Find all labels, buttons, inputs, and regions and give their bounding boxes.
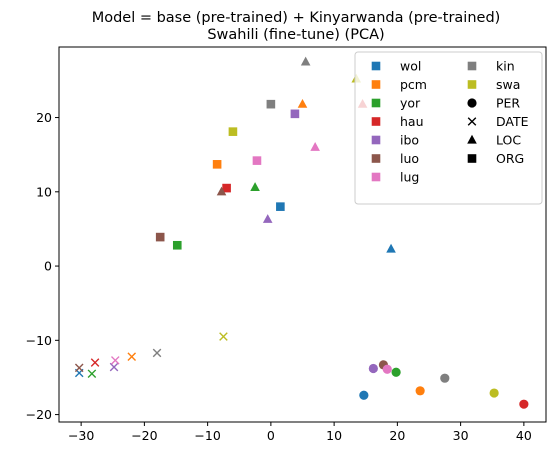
point-yor-date xyxy=(87,369,97,379)
point-luo-loc xyxy=(216,186,227,196)
point-pcm-org xyxy=(212,160,222,169)
point-lug-date xyxy=(110,356,120,365)
legend-marker-date xyxy=(467,117,477,126)
chart-title-line-1: Model = base (pre-trained) + Kinyarwanda… xyxy=(92,10,501,26)
point-ibo-per xyxy=(368,363,378,374)
legend-label-luo: luo xyxy=(400,151,419,166)
legend-marker-luo xyxy=(371,154,381,163)
point-luo-org xyxy=(155,232,165,242)
y-tick-label: −10 xyxy=(26,333,52,348)
point-swa-date xyxy=(219,332,228,341)
x-tick-label: 20 xyxy=(389,428,405,443)
x-tick-label: 10 xyxy=(326,428,342,443)
plot-area-frame xyxy=(58,46,547,423)
x-tick-label: 40 xyxy=(516,428,532,443)
point-pcm-per xyxy=(415,386,425,396)
legend-label-per: PER xyxy=(496,96,520,111)
legend-marker-loc xyxy=(467,134,477,144)
y-tick-label: 0 xyxy=(44,259,52,274)
legend-marker-org xyxy=(467,154,477,163)
point-lug-org xyxy=(252,156,262,165)
legend-label-kin: kin xyxy=(496,59,515,74)
x-tick-label: −30 xyxy=(68,428,94,443)
legend: wol pcm yor hau ibo luo lug kin swa PER DATE LOC ORG xyxy=(354,51,543,205)
legend-marker-kin xyxy=(467,61,477,71)
point-wol-loc xyxy=(386,243,396,253)
x-tick-label: 0 xyxy=(267,428,275,443)
y-tick-label: 20 xyxy=(36,110,52,125)
legend-label-hau: hau xyxy=(400,114,424,129)
legend-label-date: DATE xyxy=(496,114,529,129)
point-pcm-loc xyxy=(297,98,308,108)
point-yor-per xyxy=(391,367,401,377)
point-swa-per xyxy=(489,388,499,398)
point-kin-loc xyxy=(300,56,311,66)
point-swa-org xyxy=(228,127,238,136)
legend-label-org: ORG xyxy=(496,151,524,166)
point-wol-per xyxy=(359,390,369,400)
legend-marker-swa xyxy=(467,80,477,89)
point-ibo-date xyxy=(109,362,119,372)
legend-marker-hau xyxy=(371,117,381,126)
point-hau-org xyxy=(222,183,231,193)
point-lug-per xyxy=(382,364,392,374)
point-kin-org xyxy=(266,99,276,109)
x-tick-label: 30 xyxy=(453,428,469,443)
point-ibo-loc xyxy=(262,214,273,223)
legend-label-lug: lug xyxy=(400,170,419,185)
legend-marker-ibo xyxy=(371,135,381,145)
legend-marker-pcm xyxy=(371,80,381,89)
chart-title-line-2: Swahili (fine-tune) (PCA) xyxy=(207,27,384,43)
y-tick-label: −20 xyxy=(26,407,52,422)
legend-marker-yor xyxy=(371,98,381,108)
point-ibo-org xyxy=(290,109,300,119)
legend-marker-per xyxy=(467,98,477,108)
point-lug-loc xyxy=(310,142,320,151)
point-luo-date xyxy=(74,363,84,373)
point-hau-per xyxy=(519,399,529,409)
point-hau-date xyxy=(90,358,100,367)
point-yor-org xyxy=(172,240,182,250)
x-tick-label: −10 xyxy=(194,428,220,443)
point-yor-loc xyxy=(250,182,260,191)
point-pcm-date xyxy=(127,352,137,361)
legend-marker-lug xyxy=(371,172,381,182)
axis-ticks: −30 −20 −10 0 10 20 30 40 −20 −10 0 10 20 xyxy=(26,110,532,443)
legend-label-pcm: pcm xyxy=(400,77,427,92)
y-tick-label: 10 xyxy=(36,184,52,199)
legend-label-loc: LOC xyxy=(496,133,521,148)
point-wol-org xyxy=(276,202,285,211)
x-tick-label: −20 xyxy=(131,428,157,443)
legend-label-swa: swa xyxy=(496,77,520,92)
point-kin-per xyxy=(440,373,450,383)
point-kin-date xyxy=(152,348,162,358)
legend-label-wol: wol xyxy=(400,59,421,74)
legend-label-yor: yor xyxy=(400,96,421,111)
legend-label-ibo: ibo xyxy=(400,133,419,148)
legend-marker-wol xyxy=(371,61,381,71)
legend-frame xyxy=(354,51,543,205)
